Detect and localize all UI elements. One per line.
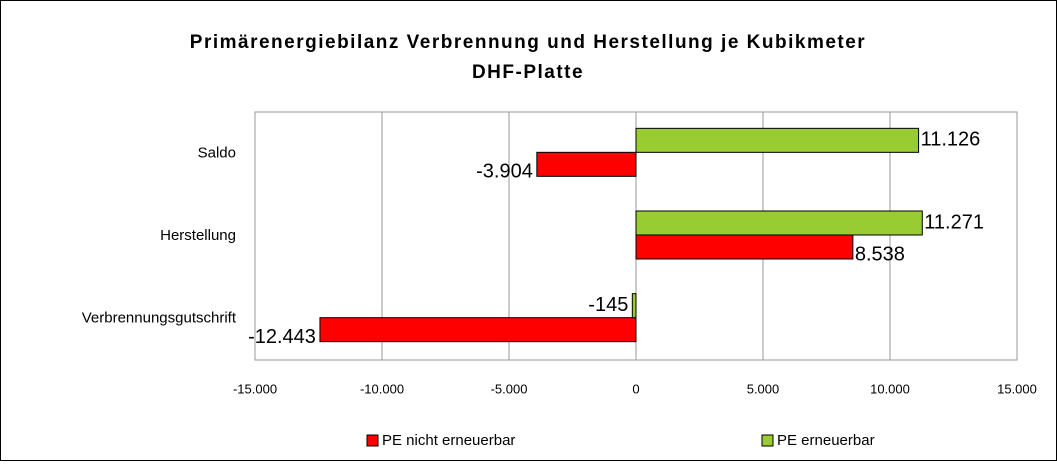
value-label: 11.271 [924, 211, 984, 233]
value-label: -145 [588, 294, 628, 316]
x-tick-label: 5.000 [747, 381, 780, 396]
bar [635, 127, 920, 153]
bar [631, 293, 637, 319]
value-label: 8.538 [855, 243, 905, 265]
x-tick-label: 15.000 [997, 381, 1037, 396]
legend-swatch [366, 434, 379, 447]
bar [635, 234, 854, 260]
chart-title: Primärenergiebilanz Verbrennung und Hers… [190, 32, 866, 53]
y-tick-label: Verbrennungsgutschrift [82, 310, 237, 327]
bar [536, 151, 637, 177]
x-tick-label: -5.000 [491, 381, 528, 396]
x-tick-label: -15.000 [233, 381, 277, 396]
value-label: -3.904 [476, 161, 533, 183]
chart-title: DHF-Platte [472, 62, 584, 83]
x-tick-label: 10.000 [870, 381, 910, 396]
value-label: -12.443 [248, 326, 316, 348]
y-tick-label: Saldo [198, 144, 236, 161]
value-label: 11.126 [921, 129, 981, 151]
y-tick-label: Herstellung [160, 227, 236, 244]
legend-swatch [761, 434, 774, 447]
legend-label: PE nicht erneuerbar [382, 432, 515, 449]
bar [635, 210, 923, 236]
x-tick-label: 0 [632, 381, 639, 396]
x-tick-label: -10.000 [360, 381, 404, 396]
bar [319, 317, 637, 343]
legend-label: PE erneuerbar [777, 432, 875, 449]
